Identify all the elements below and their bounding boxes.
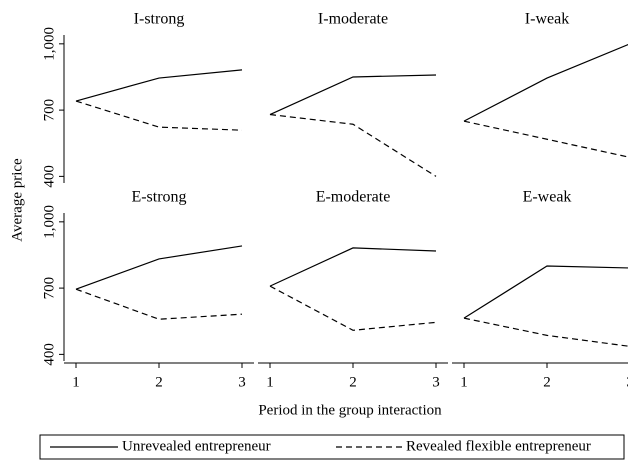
legend-label: Revealed flexible entrepreneur bbox=[406, 438, 591, 454]
panel-title: E-weak bbox=[523, 189, 572, 206]
x-tick-label: 1 bbox=[460, 374, 468, 390]
series-line bbox=[463, 120, 628, 158]
panel-title: I-moderate bbox=[318, 11, 388, 28]
y-tick-label: 400 bbox=[41, 165, 57, 188]
panel-title: I-weak bbox=[525, 11, 569, 28]
x-tick-label: 3 bbox=[238, 374, 246, 390]
y-tick-label: 1,000 bbox=[41, 27, 57, 61]
series-line bbox=[463, 317, 628, 347]
panel-title: E-moderate bbox=[316, 189, 391, 206]
x-tick-label: 2 bbox=[349, 374, 357, 390]
x-tick-label: 1 bbox=[72, 374, 80, 390]
series-line bbox=[75, 100, 243, 131]
series-line bbox=[463, 44, 628, 122]
y-tick-label: 1,000 bbox=[41, 205, 57, 239]
x-tick-label: 2 bbox=[543, 374, 551, 390]
x-tick-label: 3 bbox=[626, 374, 628, 390]
legend-box bbox=[39, 434, 625, 460]
y-tick-label: 400 bbox=[41, 343, 57, 366]
y-tick-label: 700 bbox=[41, 277, 57, 300]
series-line bbox=[269, 74, 437, 116]
series-line bbox=[75, 69, 243, 102]
series-line bbox=[269, 247, 437, 287]
panel-title: E-strong bbox=[131, 189, 186, 206]
series-line bbox=[269, 285, 437, 331]
series-line bbox=[269, 113, 437, 177]
series-line bbox=[75, 245, 243, 290]
y-tick-label: 700 bbox=[41, 99, 57, 122]
series-line bbox=[75, 288, 243, 320]
series-line bbox=[463, 265, 628, 319]
x-tick-label: 2 bbox=[155, 374, 163, 390]
x-tick-label: 3 bbox=[432, 374, 440, 390]
legend-label: Unrevealed entrepreneur bbox=[122, 438, 271, 454]
x-axis-label: Period in the group interaction bbox=[258, 402, 442, 418]
y-axis-label: Average price bbox=[9, 158, 25, 242]
x-tick-label: 1 bbox=[266, 374, 274, 390]
panel-title: I-strong bbox=[134, 11, 185, 28]
